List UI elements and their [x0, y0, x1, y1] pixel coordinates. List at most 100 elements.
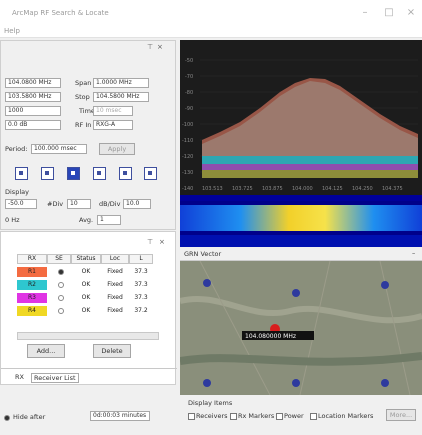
y-tick-label: -80: [185, 90, 193, 96]
dbdiv-label: dB/Div: [99, 200, 121, 208]
hide-after-radio[interactable]: [4, 415, 10, 421]
y-tick-label: -140: [182, 186, 193, 192]
minimize-icon[interactable]: –: [362, 7, 368, 18]
hide-after-label: Hide after: [13, 413, 46, 421]
rfin-select[interactable]: RXG-A: [93, 120, 133, 130]
l-cell: 37.3: [134, 281, 148, 288]
stop-capture-icon[interactable]: [15, 167, 28, 180]
y-tick-label: -50: [185, 58, 193, 64]
orange-trace: [202, 78, 418, 156]
display-items-title: Display Items: [188, 399, 233, 407]
tuner-panel: ⊤ × 104.0800 MHz Span 1.0000 MHz 103.580…: [0, 40, 176, 230]
avg-field[interactable]: 1: [97, 215, 121, 225]
play-icon[interactable]: [93, 167, 106, 180]
rbw-field[interactable]: 1000: [5, 106, 61, 116]
column-header-rx[interactable]: RX: [17, 254, 47, 264]
tab-receiver-list[interactable]: Receiver List: [31, 373, 79, 383]
loc-cell: Fixed: [107, 281, 123, 288]
ndiv-field[interactable]: 10: [67, 199, 91, 209]
column-header-status[interactable]: Status: [71, 254, 101, 264]
waterfall-display[interactable]: [180, 195, 422, 247]
select-radio[interactable]: [58, 269, 64, 275]
power-checkbox[interactable]: [276, 413, 283, 420]
column-header-l[interactable]: L: [129, 254, 153, 264]
record-icon[interactable]: [119, 167, 132, 180]
status-cell: OK: [81, 281, 91, 288]
column-header-se[interactable]: SE: [47, 254, 71, 264]
x-tick-label: 103.725: [232, 186, 253, 192]
select-radio[interactable]: [58, 282, 64, 288]
receiver-panel: ⊤ × RX SE Status Loc L R1 OK Fixed 37.3 …: [0, 231, 177, 385]
time-field[interactable]: 10 msec: [93, 106, 133, 116]
select-radio[interactable]: [58, 308, 64, 314]
delete-receiver-button[interactable]: Delete: [93, 344, 131, 358]
map-dock-bar: GRN Vector –: [180, 247, 422, 261]
single-capture-icon[interactable]: [41, 167, 54, 180]
map-view[interactable]: 104.080000 MHz: [180, 261, 422, 395]
menu-help[interactable]: Help: [4, 27, 20, 35]
location-checkbox[interactable]: [310, 413, 317, 420]
waterfall-band-top: [180, 195, 422, 201]
receivers-checkbox[interactable]: [188, 413, 195, 420]
receiver-marker: [292, 289, 300, 297]
ref-field[interactable]: 0.0 dB: [5, 120, 61, 130]
step-icon[interactable]: [144, 167, 157, 180]
select-radio[interactable]: [58, 295, 64, 301]
receiver-markers: [203, 279, 389, 387]
add-receiver-button[interactable]: Add...: [27, 344, 65, 358]
waterfall-svg: [180, 195, 422, 247]
loc-cell: Fixed: [107, 268, 123, 275]
x-tick-label: 104.125: [322, 186, 343, 192]
tab-rx[interactable]: RX: [15, 373, 24, 381]
center-field[interactable]: 104.0800 MHz: [5, 78, 61, 88]
hide-after-field[interactable]: 0d:00:03 minutes: [90, 411, 150, 421]
apply-button[interactable]: Apply: [99, 143, 135, 155]
location-label: Location Markers: [318, 412, 374, 420]
close-panel-icon[interactable]: ×: [159, 238, 165, 246]
y-tick-label: -130: [182, 170, 193, 176]
window-title: ArcMap RF Search & Locate: [12, 9, 109, 17]
rxmarkers-label: Rx Markers: [238, 412, 275, 420]
dock-close-icon[interactable]: –: [412, 249, 416, 257]
horizontal-scrollbar[interactable]: [17, 332, 159, 340]
rxmarkers-checkbox[interactable]: [230, 413, 237, 420]
receiver-marker: [203, 379, 211, 387]
terrain-feature: [180, 295, 422, 324]
y-tick-label: -110: [182, 138, 193, 144]
rx-swatch: R1: [17, 267, 47, 277]
y-tick-label: -100: [182, 122, 193, 128]
dock-title: GRN Vector: [184, 250, 222, 258]
receiver-marker: [203, 279, 211, 287]
spectrum-plot[interactable]: -50 -70 -80 -90 -100 -110 -120 -130 -140…: [180, 40, 422, 195]
bottom-options: Hide after 0d:00:03 minutes: [0, 386, 176, 435]
receiver-marker: [381, 281, 389, 289]
target-label: 104.080000 MHz: [245, 333, 296, 340]
close-icon[interactable]: ×: [406, 7, 416, 18]
dbdiv-field[interactable]: 10.0: [123, 199, 151, 209]
rx-swatch: R4: [17, 306, 47, 316]
x-tick-label: 103.875: [262, 186, 283, 192]
receiver-marker: [292, 379, 300, 387]
display-ref-field[interactable]: -50.0: [5, 199, 37, 209]
pin-icon[interactable]: ⊤: [147, 43, 154, 51]
l-cell: 37.2: [134, 307, 148, 314]
start-field[interactable]: 103.5800 MHz: [5, 92, 61, 102]
column-header-loc[interactable]: Loc: [101, 254, 129, 264]
pause-icon[interactable]: [67, 167, 80, 180]
period-field[interactable]: 100.000 msec: [31, 144, 87, 154]
terrain-feature: [180, 352, 422, 366]
pin-icon[interactable]: ⊤: [147, 238, 154, 246]
spectrum-svg: -50 -70 -80 -90 -100 -110 -120 -130 -140…: [182, 58, 418, 192]
stop-field[interactable]: 104.5800 MHz: [93, 92, 149, 102]
receivers-label: Receivers: [196, 412, 228, 420]
rfin-label: RF In: [75, 121, 92, 129]
x-tick-label: 103.513: [202, 186, 223, 192]
period-label: Period:: [5, 145, 28, 153]
display-section-label: Display: [5, 188, 29, 196]
span-field[interactable]: 1.0000 MHz: [93, 78, 149, 88]
close-panel-icon[interactable]: ×: [157, 43, 163, 51]
power-label: Power: [284, 412, 304, 420]
maximize-icon[interactable]: □: [384, 7, 394, 18]
more-button[interactable]: More...: [386, 409, 416, 421]
time-label: Time: [79, 107, 95, 115]
